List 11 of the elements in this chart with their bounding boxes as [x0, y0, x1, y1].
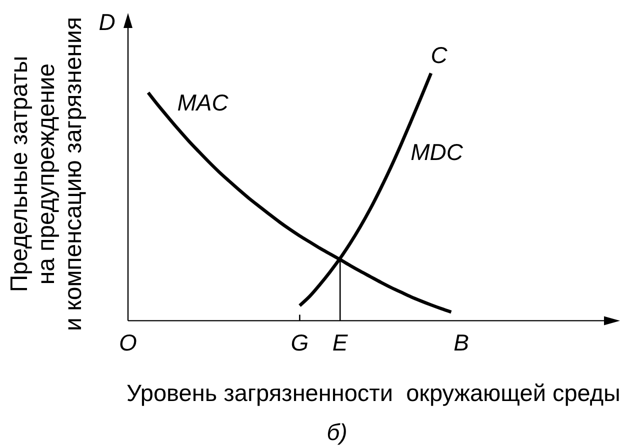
x-tick-label: O	[119, 330, 138, 356]
series-label: MDC	[410, 138, 464, 165]
text: D	[98, 9, 116, 35]
x-tick-label: B	[454, 330, 469, 356]
series-label: MAC	[177, 90, 229, 116]
x-tick-label: G	[290, 330, 309, 356]
x-axis-title: Уровень загрязненности окружающей среды	[126, 380, 620, 406]
x-tick-label: E	[332, 330, 348, 356]
text: б)	[326, 419, 348, 445]
y-axis-title: Предельные затраты на предупреждение и компенсацию загрязнения	[6, 17, 87, 331]
text: C	[430, 42, 448, 68]
